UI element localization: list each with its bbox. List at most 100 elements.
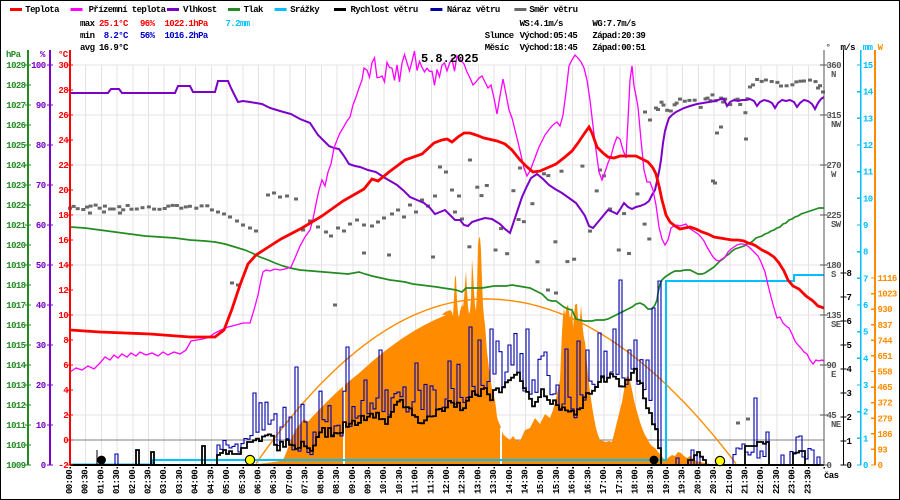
svg-text:W: W (831, 170, 837, 180)
svg-text:10:00: 10:00 (379, 470, 389, 494)
svg-text:1020: 1020 (6, 241, 25, 251)
svg-text:8: 8 (863, 248, 868, 258)
svg-text:1013: 1013 (6, 381, 25, 391)
svg-text:12:30: 12:30 (458, 470, 468, 494)
svg-text:744: 744 (878, 336, 894, 346)
svg-text:01:30: 01:30 (112, 470, 122, 494)
svg-text:50: 50 (36, 261, 46, 271)
svg-text:16:00: 16:00 (568, 470, 578, 494)
svg-text:16:30: 16:30 (583, 470, 593, 494)
svg-text:21:30: 21:30 (741, 470, 751, 494)
svg-text:279: 279 (878, 414, 893, 424)
svg-text:225: 225 (827, 211, 842, 221)
svg-text:315: 315 (827, 111, 842, 121)
svg-text:10: 10 (863, 194, 873, 204)
svg-text:5: 5 (863, 328, 868, 338)
svg-text:Vlhkost: Vlhkost (183, 5, 217, 15)
svg-text:09:00: 09:00 (348, 470, 358, 494)
svg-text:SW: SW (831, 220, 842, 230)
svg-text:11:30: 11:30 (426, 470, 436, 494)
svg-text:10: 10 (36, 421, 46, 431)
svg-text:186: 186 (878, 430, 893, 440)
svg-text:Východ:05:45: Východ:05:45 (520, 31, 578, 41)
svg-text:°: ° (826, 43, 831, 53)
svg-text:mm: mm (863, 43, 874, 53)
svg-text:30: 30 (58, 61, 68, 71)
svg-text:03:00: 03:00 (159, 470, 169, 494)
svg-text:93: 93 (878, 445, 888, 455)
svg-text:270: 270 (827, 161, 842, 171)
svg-text:WS:4.1m/s: WS:4.1m/s (520, 19, 563, 29)
svg-text:°C: °C (58, 50, 69, 60)
svg-text:1021: 1021 (6, 221, 26, 231)
svg-text:3: 3 (863, 381, 868, 391)
svg-text:10:30: 10:30 (395, 470, 405, 494)
svg-text:08:30: 08:30 (332, 470, 342, 494)
svg-text:09:30: 09:30 (364, 470, 374, 494)
svg-text:13: 13 (863, 114, 873, 124)
svg-text:40: 40 (36, 301, 46, 311)
svg-text:651: 651 (878, 352, 894, 362)
svg-text:hPa: hPa (6, 50, 22, 60)
svg-text:15: 15 (863, 61, 873, 71)
svg-text:Měsíc: Měsíc (485, 43, 509, 53)
svg-text:19:30: 19:30 (678, 470, 688, 494)
svg-text:90: 90 (36, 101, 46, 111)
svg-text:02:30: 02:30 (144, 470, 154, 494)
svg-text:12: 12 (58, 286, 68, 296)
svg-text:24: 24 (58, 136, 69, 146)
svg-text:372: 372 (878, 399, 893, 409)
svg-text:15:00: 15:00 (536, 470, 546, 494)
svg-text:1023: 1023 (878, 290, 897, 300)
svg-text:03:30: 03:30 (175, 470, 185, 494)
svg-text:1028: 1028 (6, 81, 25, 91)
svg-text:20: 20 (58, 186, 68, 196)
svg-text:6: 6 (863, 301, 868, 311)
svg-text:05:30: 05:30 (238, 470, 248, 494)
svg-text:28: 28 (58, 86, 68, 96)
svg-text:11:00: 11:00 (411, 470, 421, 494)
svg-text:60: 60 (36, 221, 46, 231)
svg-text:01:00: 01:00 (96, 470, 106, 494)
svg-text:837: 837 (878, 321, 893, 331)
svg-text:WG:7.7m/s: WG:7.7m/s (592, 19, 635, 29)
svg-text:80: 80 (36, 141, 46, 151)
svg-text:07:30: 07:30 (301, 470, 311, 494)
svg-text:-2: -2 (58, 461, 68, 471)
svg-text:Směr větru: Směr větru (529, 5, 577, 15)
svg-text:558: 558 (878, 368, 893, 378)
svg-text:135: 135 (827, 311, 842, 321)
svg-text:21:00: 21:00 (725, 470, 735, 494)
svg-text:Rychlost větru: Rychlost větru (351, 5, 418, 15)
svg-text:1011: 1011 (6, 421, 26, 431)
svg-text:00:30: 00:30 (81, 470, 91, 494)
svg-text:14:00: 14:00 (505, 470, 515, 494)
svg-text:Západ:00:51: Západ:00:51 (592, 43, 646, 53)
svg-text:90: 90 (827, 361, 837, 371)
svg-text:Tlak: Tlak (244, 5, 264, 15)
svg-text:1014: 1014 (6, 361, 26, 371)
svg-text:S: S (831, 270, 837, 280)
svg-text:26: 26 (58, 111, 68, 121)
svg-text:05:00: 05:00 (222, 470, 232, 494)
svg-text:1029: 1029 (6, 61, 25, 71)
svg-text:5: 5 (847, 341, 852, 351)
svg-text:70: 70 (36, 181, 46, 191)
svg-text:1022: 1022 (6, 201, 25, 211)
svg-text:%: % (40, 50, 46, 60)
svg-text:1: 1 (863, 434, 869, 444)
svg-text:1010: 1010 (6, 441, 25, 451)
svg-text:Srážky: Srážky (290, 5, 320, 15)
svg-text:m/s: m/s (841, 43, 856, 53)
svg-text:SE: SE (831, 320, 842, 330)
svg-text:1023: 1023 (6, 181, 25, 191)
svg-text:07:00: 07:00 (285, 470, 295, 494)
svg-text:30: 30 (36, 341, 46, 351)
svg-text:08:00: 08:00 (316, 470, 326, 494)
svg-text:22:30: 22:30 (772, 470, 782, 494)
svg-text:20:30: 20:30 (709, 470, 719, 494)
svg-text:Slunce: Slunce (485, 31, 514, 41)
svg-text:23:30: 23:30 (803, 470, 813, 494)
svg-text:06:00: 06:00 (254, 470, 264, 494)
svg-text:12: 12 (863, 141, 873, 151)
